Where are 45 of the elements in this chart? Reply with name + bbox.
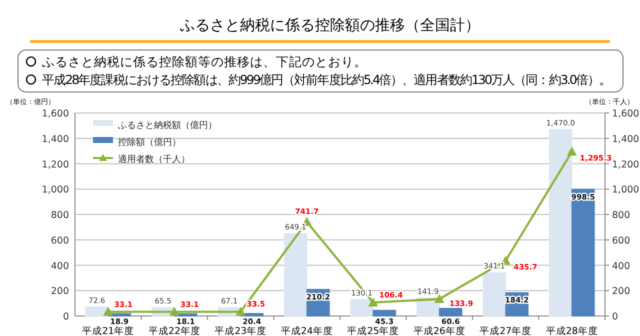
y2-tick-label: 400	[612, 260, 630, 272]
y-tick-label: 0	[62, 312, 69, 322]
y2-tick-label: 800	[612, 210, 630, 221]
y2-tick-label: 1,600	[612, 108, 640, 120]
legend-label: 控除額（億円）	[118, 137, 181, 148]
x-tick-label: 平成24年度	[280, 325, 333, 336]
x-tick-label: 平成28年度	[546, 325, 598, 336]
point	[236, 306, 246, 316]
legend-label: 適用者数（千人）	[118, 154, 190, 165]
y-tick-label: 200	[50, 286, 69, 298]
x-tick-label: 平成23年度	[214, 325, 267, 336]
bar	[438, 308, 462, 316]
bar	[372, 310, 396, 316]
y2-tick-label: 1,000	[612, 184, 640, 196]
chart-title: ふるさと納税に係る控除額の推移（全国計）	[179, 16, 480, 34]
text: 平成28年度課税における控除額は、約999億円（対前年度比約5.4倍）、適用者数約130万人（同：約3.0倍）。	[42, 72, 612, 87]
bar	[571, 188, 595, 316]
y-tick-label: 1,000	[42, 184, 69, 196]
x-tick-label: 平成25年度	[347, 325, 400, 336]
bar	[284, 233, 308, 316]
point	[103, 306, 114, 316]
y-tick-label: 1,400	[42, 134, 69, 145]
y-tick-label: 1,600	[42, 108, 69, 120]
x-tick-label: 平成22年度	[148, 325, 200, 336]
x-tick-label: 平成26年度	[413, 325, 466, 336]
bar	[482, 272, 506, 316]
y-tick-label: 1,200	[42, 159, 69, 170]
y2-tick-label: 1,400	[612, 134, 640, 145]
x-tick-label: 平成21年度	[82, 325, 134, 336]
y2-tick-label: 200	[612, 286, 630, 298]
point	[169, 306, 180, 316]
bar	[548, 129, 572, 316]
y-tick-label: 400	[50, 260, 69, 272]
legend-label: ふるさと納税額（億円）	[117, 120, 217, 131]
y-tick-label: 600	[50, 235, 69, 246]
point	[368, 298, 378, 306]
x-tick-label: 平成27年度	[480, 325, 532, 336]
text: ふるさと納税に係る控除額等の推移は、下記のとおり。	[41, 54, 367, 69]
point	[434, 294, 444, 304]
y2-tick-label: 600	[612, 235, 630, 246]
bar	[350, 299, 374, 316]
y-tick-label: 800	[50, 210, 69, 221]
point	[566, 146, 577, 156]
y2-tick-label: 1,200	[612, 159, 640, 170]
y2-tick-label: 0	[612, 312, 618, 322]
